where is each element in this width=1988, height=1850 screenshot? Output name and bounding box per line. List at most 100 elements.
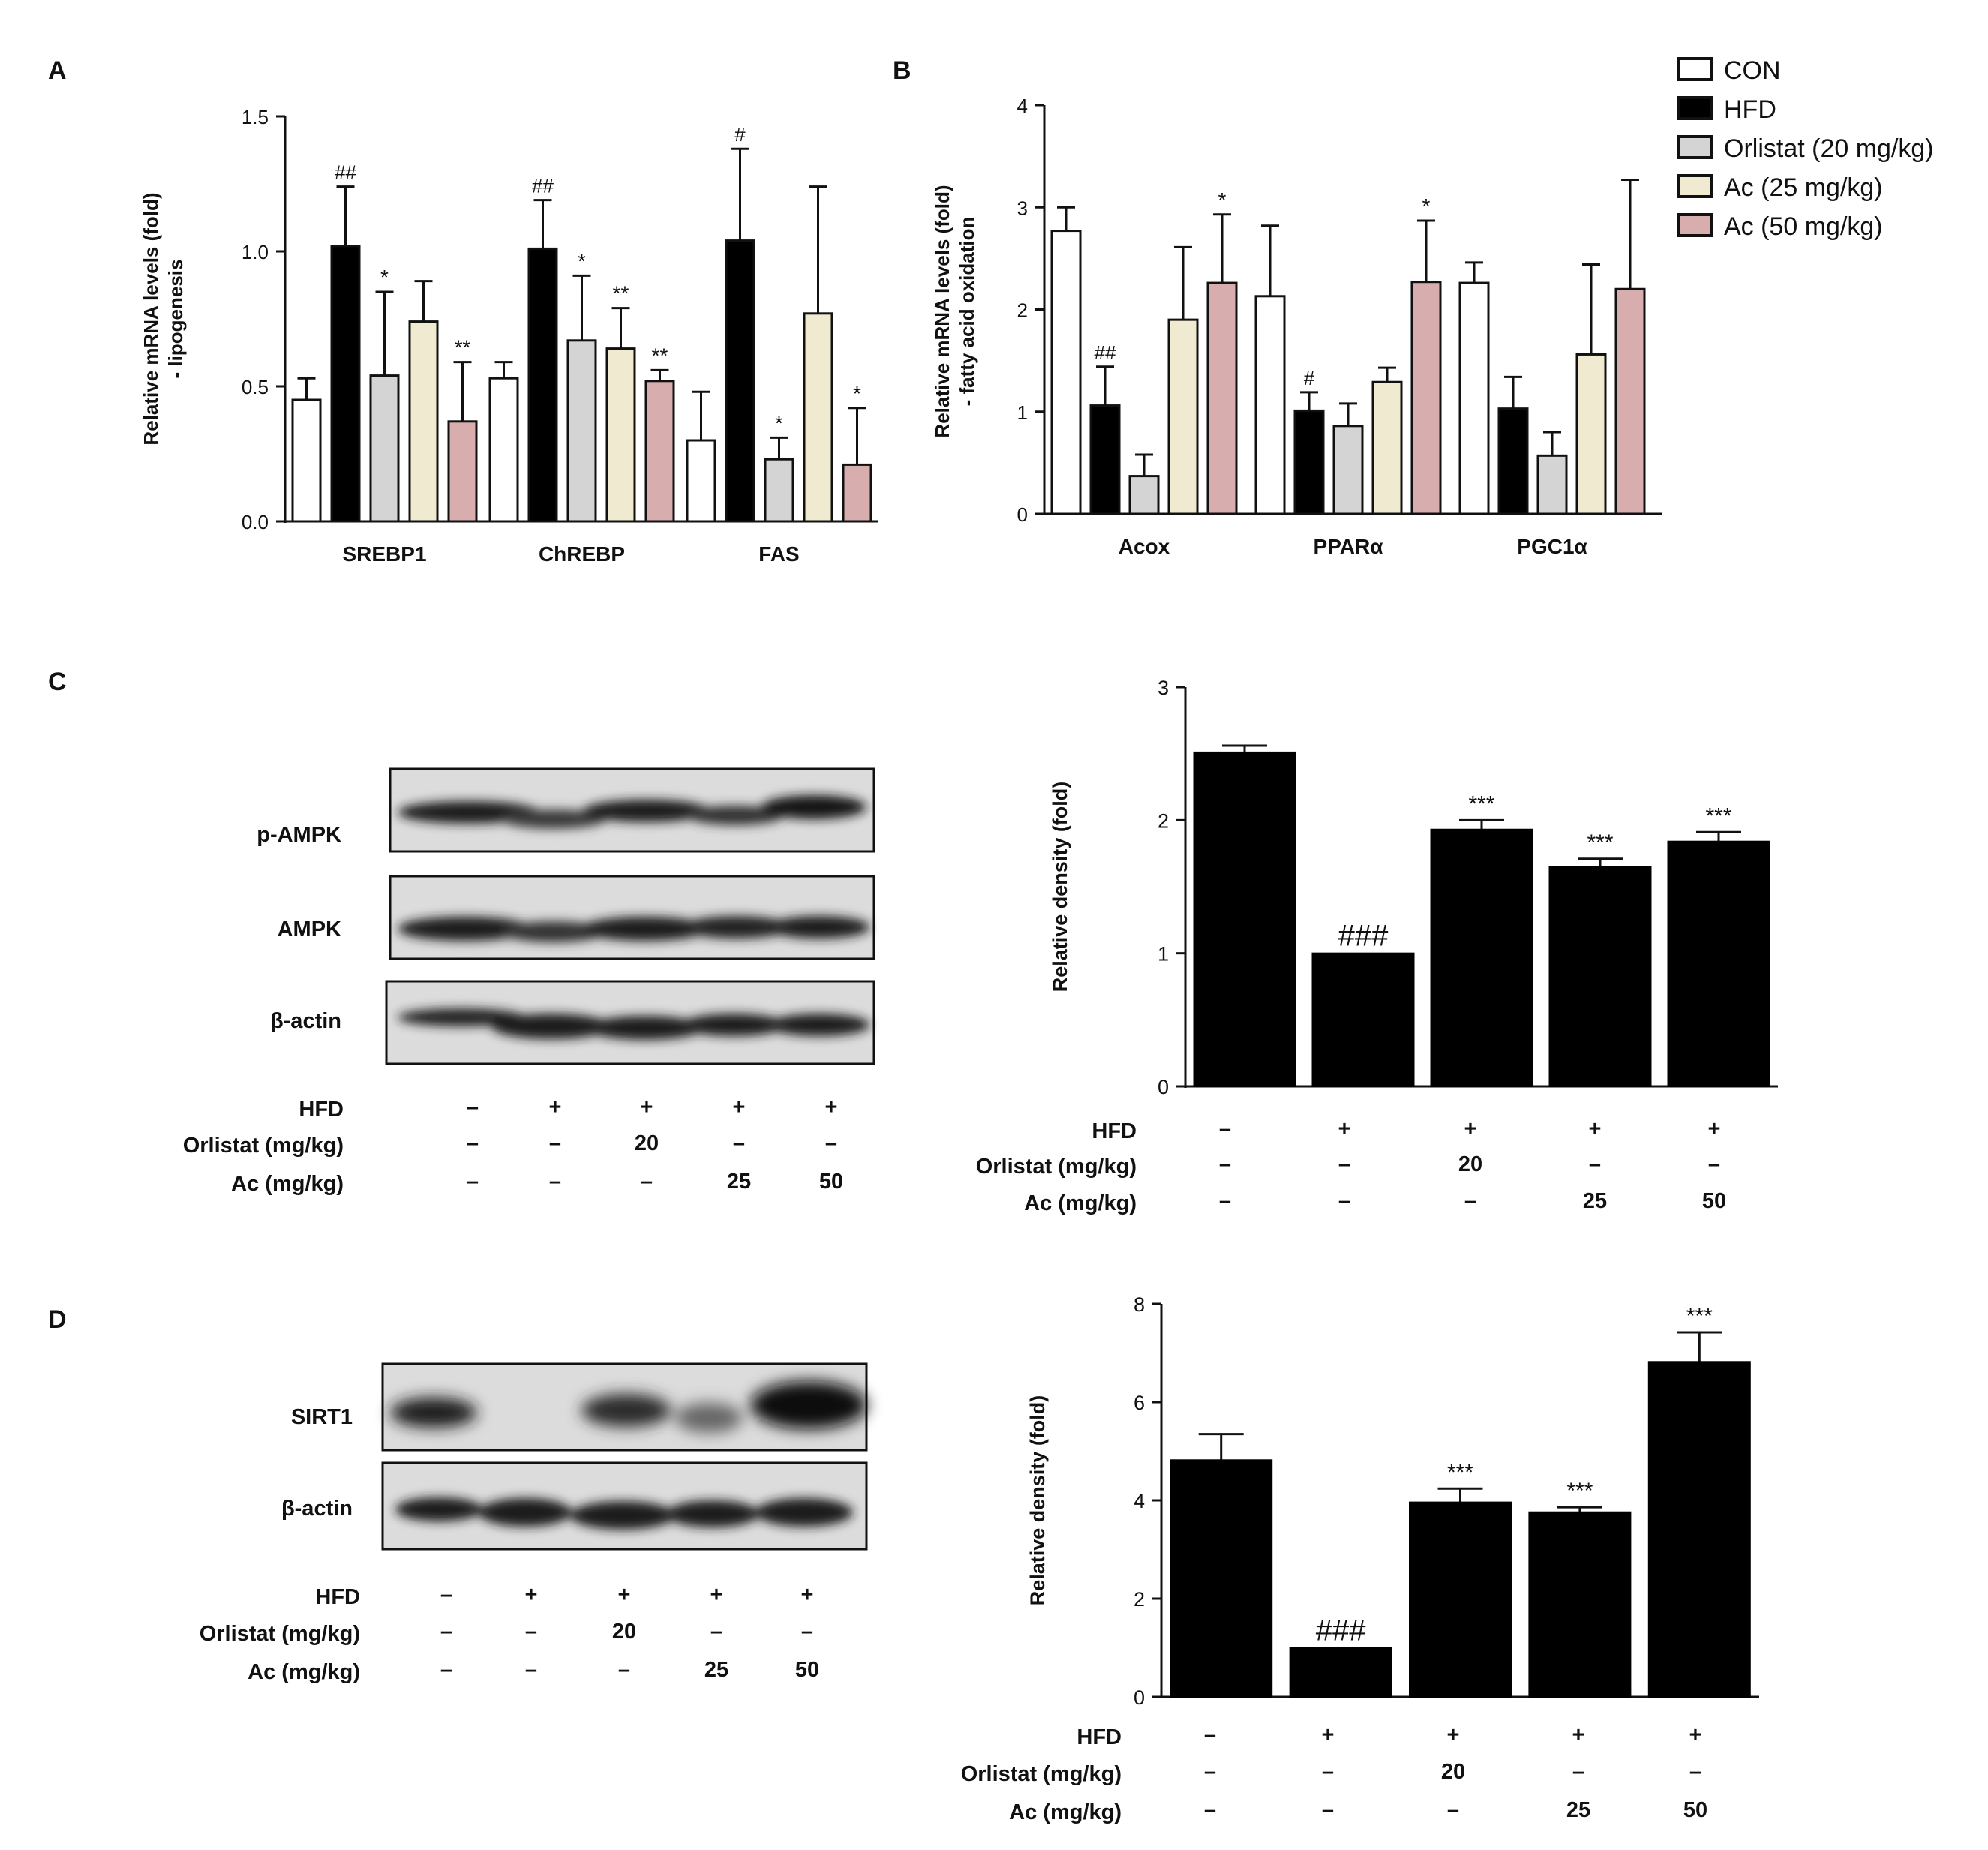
bar-c-1 [1311, 952, 1415, 1087]
treatment-cell: + [825, 1095, 838, 1119]
treatment-cell: 25 [1566, 1798, 1590, 1822]
y-tick-label: 1.5 [242, 106, 269, 128]
bar-b-2-1 [1497, 407, 1529, 515]
y-tick-label: 0 [1158, 1076, 1169, 1098]
y-tick-label: 3 [1158, 677, 1169, 699]
treatment-cell: – [1219, 1152, 1231, 1176]
bar-a-1-0 [488, 377, 519, 523]
bar-c-0 [1193, 751, 1296, 1087]
treatment-cell: + [549, 1095, 562, 1119]
bar-a-0-4 [447, 420, 478, 523]
treatment-cell: – [525, 1658, 537, 1682]
treatment-cell: + [618, 1583, 631, 1607]
blot-label-ampk: AMPK [278, 917, 341, 942]
significance-mark: * [380, 266, 389, 289]
treatment-cell: – [467, 1170, 479, 1194]
y-tick-label: 0.5 [242, 376, 269, 398]
significance-mark: * [1218, 188, 1227, 212]
legend-label: HFD [1724, 95, 1776, 124]
treatment-cell: 20 [1458, 1152, 1482, 1176]
treatment-cell: – [1322, 1760, 1334, 1784]
chart-b-fatty-acid-oxidation: 0 1 2 3 4 Relative mRNA levels (fold) - fatty … [931, 95, 1662, 558]
treatment-cell: – [1689, 1760, 1701, 1784]
significance-mark: *** [1686, 1304, 1713, 1329]
bar-a-1-2 [566, 339, 597, 523]
legend-swatch [1677, 57, 1713, 81]
y-axis-label: Relative mRNA levels (fold) - fatty acid … [931, 185, 978, 437]
treatment-cell: – [1447, 1798, 1459, 1822]
treatment-cell: – [618, 1658, 630, 1682]
bar-a-0-2 [369, 374, 400, 523]
treatment-cell: + [1464, 1117, 1477, 1141]
bar-b-2-0 [1458, 281, 1490, 515]
y-tick-label: 0.0 [242, 511, 269, 533]
panel-label-a: A [48, 56, 67, 85]
significance-mark: ### [1316, 1614, 1366, 1647]
category-label: PGC1α [1517, 535, 1587, 558]
bar-c-4 [1667, 840, 1770, 1087]
y-tick-label: 2 [1134, 1588, 1145, 1611]
treatment-cell: + [1572, 1723, 1585, 1747]
treatment-cell: – [1204, 1798, 1216, 1822]
treatment-cell: 50 [819, 1170, 843, 1194]
legend-label: Ac (50 mg/kg) [1724, 212, 1883, 241]
category-label: Acox [1119, 535, 1170, 558]
treatment-cell: + [1589, 1117, 1602, 1141]
blot-c: p-AMPK AMPK β-actin [257, 767, 875, 1065]
bar-d-2 [1409, 1501, 1512, 1698]
significance-mark: * [578, 249, 586, 272]
y-tick-label: 2 [1017, 299, 1028, 322]
blot-bands-beta-actin-c [398, 1008, 870, 1040]
blot-bands-p-ampk [398, 795, 866, 829]
significance-mark: ## [1095, 341, 1116, 364]
significance-mark: *** [1468, 791, 1494, 816]
treatment-cell: – [1322, 1798, 1334, 1822]
treatment-cell: 50 [1683, 1798, 1707, 1822]
blot-d: SIRT1 β-actin [281, 1362, 868, 1551]
treatment-cell: 50 [795, 1658, 819, 1682]
significance-mark: *** [1705, 803, 1731, 828]
significance-mark: ** [455, 336, 471, 359]
bar-b-2-4 [1614, 287, 1646, 515]
significance-mark: ## [335, 161, 356, 184]
treatment-cell: 25 [704, 1658, 728, 1682]
bar-a-1-4 [644, 380, 675, 523]
y-tick-label: 8 [1134, 1293, 1145, 1316]
y-axis-label: Relative mRNA levels (fold) - lipogenesis [140, 192, 187, 445]
bar-b-0-2 [1128, 475, 1160, 515]
treatment-cell: – [1219, 1117, 1231, 1141]
bar-b-2-3 [1575, 353, 1607, 515]
bar-b-0-3 [1167, 318, 1199, 515]
blot-bands-beta-actin-d [395, 1497, 853, 1530]
y-axis-label: Relative density (fold) [1026, 1395, 1049, 1606]
category-label: FAS [758, 542, 799, 566]
bar-a-2-2 [764, 458, 794, 523]
y-tick-label: 0 [1017, 503, 1028, 526]
treatment-cell: – [1464, 1189, 1476, 1213]
treatment-cell: 20 [612, 1620, 636, 1644]
treatment-cell: – [440, 1620, 452, 1644]
treatment-row-label: Ac (mg/kg) [231, 1172, 344, 1196]
blot-label-beta-actin-c: β-actin [270, 1009, 341, 1033]
treatment-row-label: Orlistat (mg/kg) [961, 1762, 1122, 1786]
bar-a-1-3 [605, 347, 636, 523]
treatment-table-blot-c: HFD – + + + + Orlistat (mg/kg) – – 20 – – Ac (mg/kg)… [183, 1095, 843, 1196]
treatment-cell: – [549, 1170, 561, 1194]
legend-swatch [1677, 174, 1713, 198]
significance-mark: ** [613, 282, 629, 305]
treatment-cell: + [1689, 1723, 1702, 1747]
bar-b-1-0 [1254, 295, 1286, 515]
treatment-cell: + [710, 1583, 723, 1607]
legend-label: Ac (25 mg/kg) [1724, 173, 1883, 202]
y-tick-label: 6 [1134, 1392, 1145, 1414]
bar-b-1-1 [1293, 409, 1325, 515]
treatment-cell: – [1338, 1152, 1350, 1176]
treatment-cell: – [1338, 1189, 1350, 1213]
bar-a-1-1 [527, 247, 558, 523]
treatment-cell: – [641, 1170, 653, 1194]
treatment-row-label: HFD [1077, 1725, 1122, 1749]
treatment-cell: – [1204, 1760, 1216, 1784]
treatment-row-label: Ac (mg/kg) [248, 1660, 360, 1684]
y-tick-label: 2 [1158, 809, 1169, 832]
blot-label-p-ampk: p-AMPK [257, 823, 341, 847]
